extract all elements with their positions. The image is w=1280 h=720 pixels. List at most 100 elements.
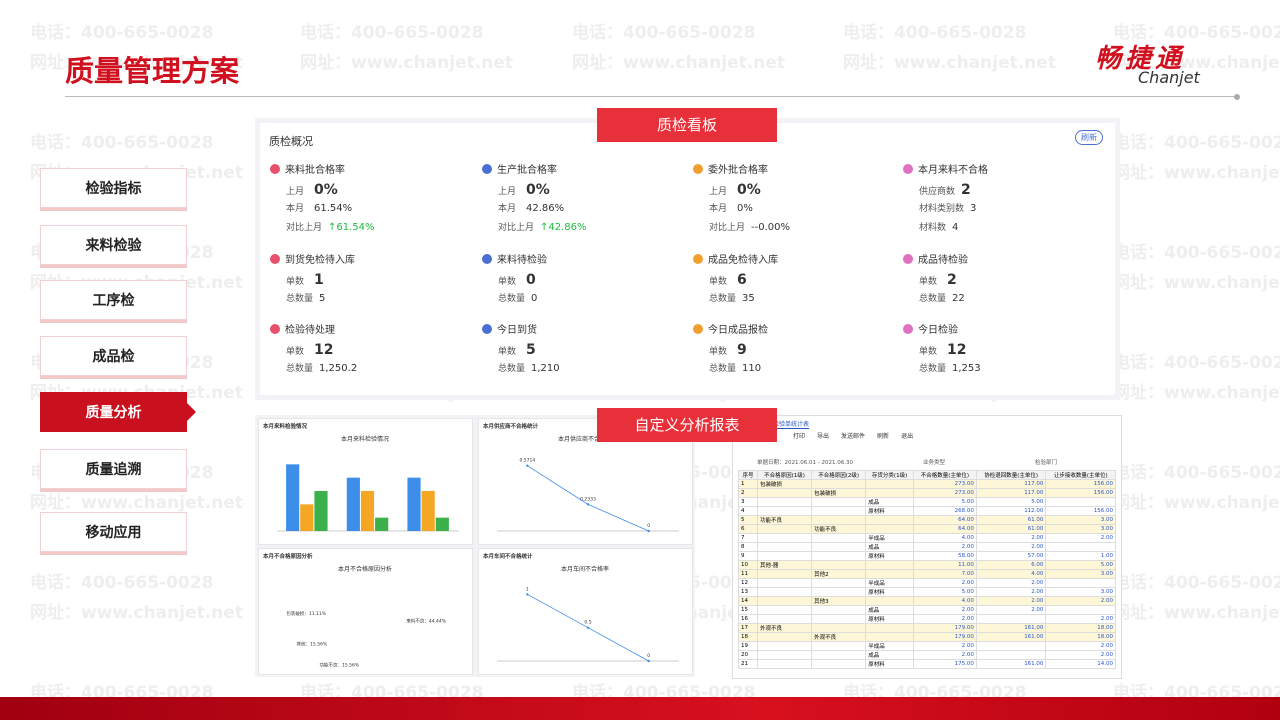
point-label: 0.5714: [519, 458, 535, 464]
table-cell: [811, 551, 867, 561]
table-cell: [756, 488, 813, 498]
table-cell: 179.00: [912, 632, 977, 642]
table-cell: [811, 542, 867, 552]
table-cell: 156.00: [1045, 479, 1116, 489]
table-cell: 112.00: [975, 506, 1047, 516]
card-row: 本月 61.54%: [286, 201, 470, 216]
row-value: 22: [952, 293, 965, 304]
column-header: 让步接收数量(主单位): [1045, 470, 1116, 480]
bar: [407, 477, 421, 531]
table-cell: [756, 659, 813, 669]
tool-button[interactable]: 刷新: [877, 433, 890, 440]
stat-card: 成品待检验 单数 2 总数量 22: [903, 251, 1103, 310]
menu-item[interactable]: 质量追溯: [40, 449, 187, 489]
row-value: 12: [314, 342, 334, 358]
divider-dot: [1234, 94, 1240, 100]
watermark: 电话：400-665-0028: [1113, 353, 1280, 373]
card-row: 单数 5: [498, 342, 682, 358]
row-value: ↑42.86%: [540, 222, 587, 233]
row-value: 110: [742, 363, 762, 374]
stat-card: 今日成品报检 单数 9 总数量 110: [693, 321, 893, 380]
table-cell: [756, 587, 813, 597]
table-cell: 2.00: [912, 542, 977, 552]
stat-card: 来料待检验 单数 0 总数量 0: [482, 251, 682, 310]
stat-card: 委外批合格率 上月 0% 本月 0% 对比上月 --0.00%: [693, 161, 893, 239]
menu-item[interactable]: 成品检: [40, 336, 187, 376]
table-cell: 4.00: [912, 533, 977, 543]
table-cell: 18: [738, 632, 758, 642]
menu-item[interactable]: 质量分析: [40, 392, 187, 432]
row-label: 单数: [498, 347, 517, 357]
watermark: 电话：400-665-0028: [1113, 23, 1280, 43]
overview-title: 质检概况: [269, 135, 313, 148]
table-cell: [1045, 542, 1116, 552]
card-title: 成品免检待入库: [708, 255, 778, 266]
row-label: 本月: [709, 204, 728, 214]
column-header: 不合格数量(主单位): [912, 470, 977, 480]
table-cell: 8: [738, 542, 758, 552]
card-title: 本月来料不合格: [918, 165, 988, 176]
table-cell: 5.00: [912, 587, 977, 597]
card-title: 今日检验: [918, 325, 958, 336]
row-label: 总数量: [919, 294, 947, 304]
mini-chart: 本月不合格原因分析 本月不合格原因分析 来料不良：44.44% 功能不良：15.56%…: [258, 548, 473, 675]
table-cell: 2.00: [912, 641, 977, 651]
watermark: 网址：www.chanjet.net: [300, 53, 513, 73]
watermark: 网址：www.chanjet.net: [843, 53, 1056, 73]
tool-button[interactable]: 打印: [793, 433, 806, 440]
point: [647, 529, 650, 533]
table-cell: 成品: [865, 650, 914, 660]
refresh-button[interactable]: 刷新: [1075, 130, 1103, 145]
menu-item[interactable]: 移动应用: [40, 512, 187, 552]
menu-item[interactable]: 检验指标: [40, 168, 187, 208]
table-row: 11 其他2 7.00 4.00 3.00: [738, 569, 1116, 579]
row-value: 2: [961, 182, 971, 198]
card-row: 单数 12: [919, 342, 1103, 358]
table-cell: 2.00: [975, 533, 1047, 543]
table-cell: 功能不良: [811, 524, 867, 534]
card-header: 生产批合格率: [482, 161, 682, 176]
tool-button[interactable]: 导出: [817, 433, 830, 440]
table-cell: [756, 533, 813, 543]
point: [586, 626, 590, 629]
table-cell: 半成品: [865, 578, 914, 588]
row-label: 材料类别数: [919, 204, 965, 214]
table-cell: [756, 632, 813, 642]
card-row: 总数量 0: [498, 291, 682, 306]
row-value: 0: [531, 293, 538, 304]
menu-item[interactable]: 来料检验: [40, 225, 187, 265]
watermark: 电话：400-665-0028: [1113, 463, 1280, 483]
card-row: 上月 0%: [498, 182, 682, 198]
tool-button[interactable]: 发送邮件: [841, 433, 866, 440]
row-label: 总数量: [498, 294, 526, 304]
card-row: 单数 1: [286, 272, 470, 288]
card-row: 材料类别数 3: [919, 201, 1103, 216]
table-cell: [811, 659, 867, 669]
card-row: 供应商数 2: [919, 182, 1103, 198]
table-cell: 273.00: [912, 488, 977, 498]
table-cell: [756, 605, 813, 615]
card-icon: [693, 254, 703, 264]
card-row: 单数 2: [919, 272, 1103, 288]
table-cell: [975, 614, 1047, 624]
table-cell: 61.00: [975, 524, 1047, 534]
table-cell: 功能不良: [756, 515, 813, 525]
bar: [286, 464, 300, 531]
point-label: 1: [526, 586, 529, 592]
table-cell: 156.00: [1045, 488, 1116, 498]
table-cell: 包装破损: [756, 479, 813, 489]
table-row: 19 半成品 2.00 2.00: [738, 641, 1116, 651]
watermark: 网址：www.chanjet.net: [1113, 53, 1280, 73]
logo-cn: 畅捷通: [1095, 44, 1186, 74]
column-header: 存货分类(1级): [865, 470, 914, 480]
card-title: 今日到货: [497, 325, 537, 336]
menu-item[interactable]: 工序检: [40, 280, 187, 320]
watermark: 网址：www.chanjet.net: [1113, 273, 1280, 293]
table-cell: [865, 479, 914, 489]
watermark: 电话：400-665-0028: [30, 573, 214, 593]
row-label: 上月: [709, 187, 728, 197]
row-value: 1,210: [531, 363, 560, 374]
card-row: 总数量 110: [709, 361, 893, 376]
table-cell: [1045, 578, 1116, 588]
tool-button[interactable]: 退出: [901, 433, 914, 440]
